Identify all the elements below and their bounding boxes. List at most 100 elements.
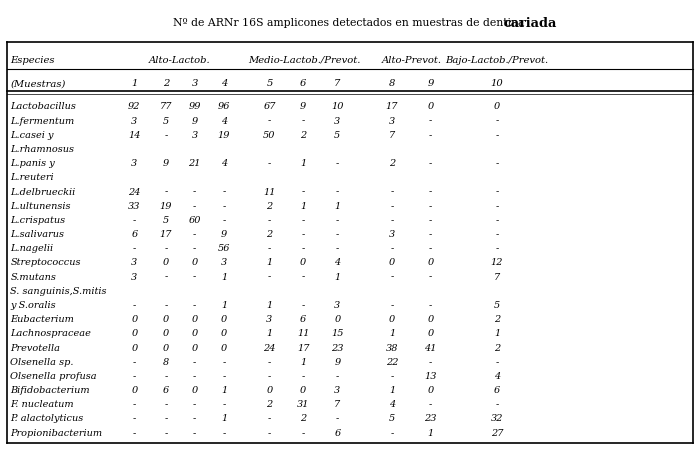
- Text: -: -: [268, 429, 271, 438]
- Text: -: -: [336, 230, 339, 239]
- Text: Streptococcus: Streptococcus: [10, 259, 81, 267]
- Text: Lachnospraceae: Lachnospraceae: [10, 329, 92, 339]
- Text: 0: 0: [389, 315, 395, 324]
- Text: 6: 6: [163, 386, 169, 395]
- Text: 5: 5: [389, 414, 395, 424]
- Text: Bifidobacterium: Bifidobacterium: [10, 386, 90, 395]
- Text: -: -: [302, 429, 304, 438]
- Text: -: -: [429, 202, 432, 211]
- Text: 1: 1: [300, 159, 306, 168]
- Text: 14: 14: [128, 131, 141, 140]
- Text: 10: 10: [491, 79, 503, 88]
- Text: 0: 0: [192, 315, 197, 324]
- Text: 0: 0: [163, 259, 169, 267]
- Text: -: -: [336, 414, 339, 424]
- Text: 1: 1: [335, 272, 340, 282]
- Text: -: -: [429, 244, 432, 253]
- Text: -: -: [302, 230, 304, 239]
- Text: Lactobacillus: Lactobacillus: [10, 102, 76, 112]
- Text: F. nucleatum: F. nucleatum: [10, 400, 74, 409]
- Text: 5: 5: [266, 79, 273, 88]
- Text: 8: 8: [163, 358, 169, 367]
- Text: Olsenella sp.: Olsenella sp.: [10, 358, 74, 367]
- Text: 8: 8: [389, 79, 396, 88]
- Text: 0: 0: [132, 344, 137, 352]
- Text: 0: 0: [163, 315, 169, 324]
- Text: 19: 19: [218, 131, 230, 140]
- Text: L.reuteri: L.reuteri: [10, 173, 54, 182]
- Text: S. sanguinis,S.mitis: S. sanguinis,S.mitis: [10, 287, 107, 296]
- Text: -: -: [302, 187, 304, 197]
- Text: 99: 99: [188, 102, 201, 112]
- Text: 3: 3: [267, 315, 272, 324]
- Text: 3: 3: [132, 159, 137, 168]
- Text: -: -: [268, 372, 271, 381]
- Text: -: -: [429, 216, 432, 225]
- Text: 9: 9: [192, 117, 197, 126]
- Text: L.casei y: L.casei y: [10, 131, 54, 140]
- Text: 10: 10: [331, 102, 344, 112]
- Text: 1: 1: [428, 429, 433, 438]
- Text: cariada: cariada: [503, 17, 556, 30]
- Text: -: -: [302, 117, 304, 126]
- Text: -: -: [336, 372, 339, 381]
- Text: 0: 0: [192, 259, 197, 267]
- Text: -: -: [496, 117, 498, 126]
- Text: 1: 1: [221, 414, 227, 424]
- Text: -: -: [193, 202, 196, 211]
- Text: Propionibacterium: Propionibacterium: [10, 429, 103, 438]
- Text: 21: 21: [188, 159, 201, 168]
- Text: -: -: [193, 187, 196, 197]
- Text: 7: 7: [389, 131, 395, 140]
- Text: 6: 6: [132, 230, 137, 239]
- Text: 17: 17: [386, 102, 398, 112]
- Text: Prevotella: Prevotella: [10, 344, 60, 352]
- Text: -: -: [302, 301, 304, 310]
- Text: -: -: [223, 187, 225, 197]
- Text: -: -: [223, 358, 225, 367]
- Text: -: -: [133, 358, 136, 367]
- Text: -: -: [164, 429, 167, 438]
- Text: 6: 6: [300, 79, 307, 88]
- Text: 1: 1: [300, 202, 306, 211]
- Text: L.panis y: L.panis y: [10, 159, 55, 168]
- Text: 2: 2: [267, 230, 272, 239]
- Text: 41: 41: [424, 344, 437, 352]
- Text: L.ultunensis: L.ultunensis: [10, 202, 71, 211]
- Text: -: -: [391, 244, 393, 253]
- Text: 0: 0: [389, 259, 395, 267]
- Text: -: -: [193, 372, 196, 381]
- Text: -: -: [164, 372, 167, 381]
- Text: -: -: [133, 244, 136, 253]
- Text: 23: 23: [424, 414, 437, 424]
- Text: -: -: [133, 414, 136, 424]
- Text: -: -: [429, 117, 432, 126]
- Text: Medio-Lactob./Prevot.: Medio-Lactob./Prevot.: [248, 56, 360, 65]
- Text: -: -: [336, 244, 339, 253]
- Text: 2: 2: [300, 131, 306, 140]
- Text: 67: 67: [263, 102, 276, 112]
- Text: 7: 7: [335, 400, 340, 409]
- Text: 24: 24: [128, 187, 141, 197]
- Text: -: -: [223, 429, 225, 438]
- Text: 1: 1: [221, 272, 227, 282]
- Text: -: -: [429, 301, 432, 310]
- Text: 5: 5: [163, 117, 169, 126]
- Text: 1: 1: [221, 386, 227, 395]
- Text: 1: 1: [267, 301, 272, 310]
- Text: 2: 2: [494, 315, 500, 324]
- Text: 56: 56: [218, 244, 230, 253]
- Text: 6: 6: [300, 315, 306, 324]
- Text: 0: 0: [192, 329, 197, 339]
- Text: -: -: [164, 272, 167, 282]
- Text: 2: 2: [267, 400, 272, 409]
- Text: -: -: [496, 216, 498, 225]
- Text: -: -: [391, 202, 393, 211]
- Text: 1: 1: [494, 329, 500, 339]
- Text: 0: 0: [221, 315, 227, 324]
- Text: 0: 0: [335, 315, 340, 324]
- Text: 0: 0: [192, 386, 197, 395]
- Text: 5: 5: [335, 131, 340, 140]
- Text: 5: 5: [163, 216, 169, 225]
- Text: -: -: [429, 230, 432, 239]
